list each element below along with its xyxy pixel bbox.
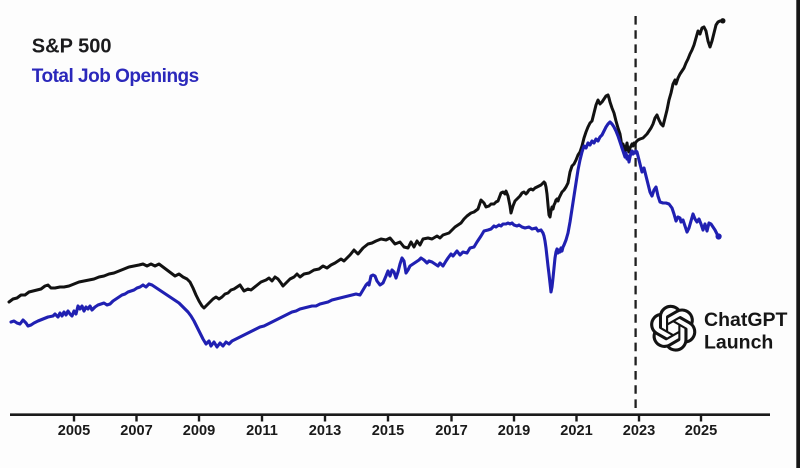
svg-text:2015: 2015 [372,423,404,439]
svg-text:2007: 2007 [120,423,152,439]
svg-text:2021: 2021 [560,423,592,439]
svg-text:2013: 2013 [309,423,341,439]
svg-text:ChatGPT: ChatGPT [704,309,788,331]
svg-text:S&P 500: S&P 500 [32,36,112,58]
svg-text:2025: 2025 [685,423,717,439]
svg-text:2009: 2009 [183,423,215,439]
svg-text:2023: 2023 [623,423,655,439]
svg-text:2005: 2005 [58,423,90,439]
svg-text:Total Job Openings: Total Job Openings [32,66,199,87]
svg-text:Launch: Launch [704,332,773,354]
svg-text:2019: 2019 [498,423,530,439]
svg-text:2017: 2017 [435,423,467,439]
svg-text:2011: 2011 [246,423,278,439]
